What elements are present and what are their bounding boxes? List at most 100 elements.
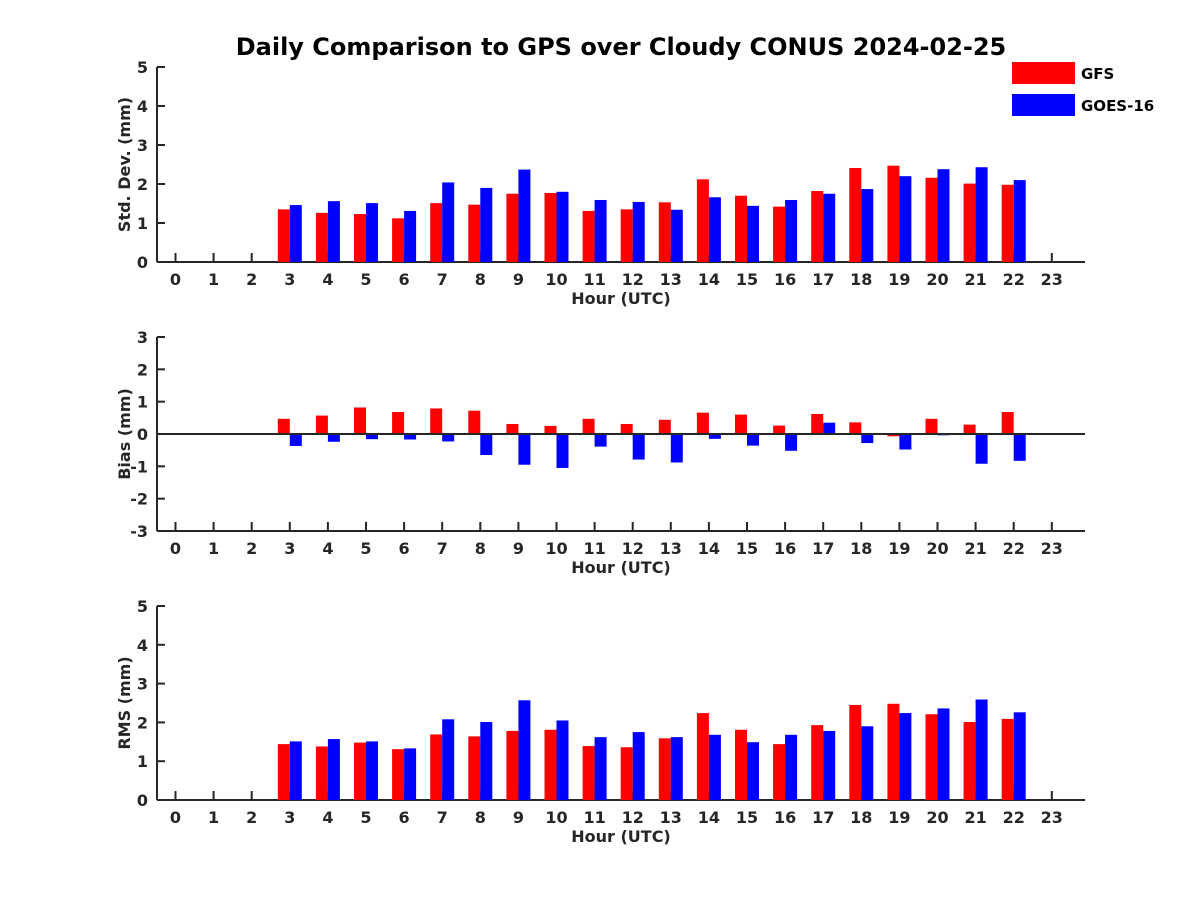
rms-x-tick-label: 1 — [208, 808, 219, 827]
rms-x-tick-label: 23 — [1041, 808, 1063, 827]
legend-swatch-goes16 — [1012, 94, 1075, 116]
rms-x-tick-label: 12 — [622, 808, 644, 827]
bias-bar-gfs — [620, 423, 633, 434]
bias-y-tick-label: 2 — [137, 360, 148, 379]
bias-bar-gfs — [658, 419, 671, 434]
stddev-bar-gfs — [925, 177, 938, 262]
bias-y-tick-label: -1 — [130, 457, 148, 476]
stddev-bar-goes16 — [785, 199, 798, 262]
rms-x-tick-label: 16 — [774, 808, 796, 827]
rms-x-tick-label: 22 — [1003, 808, 1025, 827]
bias-x-tick-label: 22 — [1003, 539, 1025, 558]
rms-bar-goes16 — [518, 700, 531, 800]
bias-bar-goes16 — [975, 434, 988, 464]
stddev-x-tick-label: 1 — [208, 270, 219, 289]
bias-x-tick-label: 19 — [888, 539, 910, 558]
stddev-bar-goes16 — [899, 176, 912, 262]
stddev-x-tick-label: 20 — [926, 270, 948, 289]
rms-bar-gfs — [811, 725, 824, 800]
rms-bar-gfs — [544, 729, 557, 800]
stddev-bar-goes16 — [1013, 180, 1026, 262]
stddev-bar-gfs — [544, 192, 557, 262]
bias-x-tick-label: 13 — [660, 539, 682, 558]
rms-bar-gfs — [582, 746, 595, 800]
bias-y-axis-label: Bias (mm) — [115, 388, 134, 480]
bias-bar-gfs — [468, 410, 481, 434]
stddev-x-tick-label: 18 — [850, 270, 872, 289]
bias-bar-goes16 — [442, 434, 455, 442]
stddev-x-tick-label: 2 — [246, 270, 257, 289]
stddev-bar-goes16 — [518, 169, 531, 262]
stddev-bar-goes16 — [632, 201, 645, 262]
stddev-bar-gfs — [658, 202, 671, 262]
stddev-bar-gfs — [430, 203, 443, 262]
stddev-bar-goes16 — [442, 182, 455, 262]
rms-y-tick-label: 3 — [137, 675, 148, 694]
rms-bar-goes16 — [937, 708, 950, 800]
rms-bar-goes16 — [747, 742, 759, 800]
bias-x-tick-label: 0 — [170, 539, 181, 558]
bias-bar-gfs — [354, 407, 366, 434]
bias-bar-goes16 — [861, 434, 874, 444]
bias-bar-goes16 — [747, 434, 759, 446]
bias-x-tick-label: 9 — [513, 539, 524, 558]
stddev-bar-goes16 — [556, 191, 569, 262]
bias-bar-goes16 — [289, 434, 302, 446]
rms-y-axis-label: RMS (mm) — [115, 656, 134, 749]
stddev-x-tick-label: 21 — [964, 270, 986, 289]
bias-x-tick-label: 8 — [475, 539, 486, 558]
stddev-bar-gfs — [468, 204, 481, 262]
bias-bar-goes16 — [327, 434, 340, 442]
stddev-bar-gfs — [887, 165, 900, 262]
rms-bar-gfs — [277, 744, 290, 800]
stddev-bar-gfs — [354, 214, 366, 262]
stddev-x-tick-label: 9 — [513, 270, 524, 289]
bias-bar-gfs — [506, 423, 519, 434]
stddev-bar-gfs — [1001, 184, 1014, 262]
rms-bar-goes16 — [556, 720, 569, 800]
rms-x-tick-label: 3 — [284, 808, 295, 827]
stddev-bar-goes16 — [289, 205, 302, 262]
bias-y-tick-label: -2 — [130, 490, 148, 509]
bias-y-tick-label: -3 — [130, 522, 148, 541]
stddev-bar-gfs — [620, 209, 633, 262]
bias-bar-gfs — [773, 425, 786, 434]
stddev-bar-gfs — [506, 193, 519, 262]
stddev-x-tick-label: 14 — [698, 270, 720, 289]
stddev-x-tick-label: 13 — [660, 270, 682, 289]
chart-title: Daily Comparison to GPS over Cloudy CONU… — [236, 33, 1007, 61]
rms-x-tick-label: 15 — [736, 808, 758, 827]
rms-x-tick-label: 13 — [660, 808, 682, 827]
stddev-bar-goes16 — [327, 201, 340, 262]
legend: GFS GOES-16 — [1012, 62, 1154, 116]
stddev-bar-gfs — [277, 209, 290, 262]
bias-x-tick-label: 6 — [399, 539, 410, 558]
rms-bar-gfs — [392, 749, 405, 800]
stddev-bar-goes16 — [480, 187, 493, 262]
rms-y-tick-label: 0 — [137, 791, 148, 810]
rms-bar-gfs — [315, 746, 328, 800]
bias-bar-gfs — [963, 424, 976, 434]
bias-bar-gfs — [277, 418, 290, 434]
bias-bar-gfs — [811, 413, 824, 434]
rms-bar-gfs — [354, 742, 366, 800]
stddev-x-tick-label: 7 — [437, 270, 448, 289]
bias-x-tick-label: 20 — [926, 539, 948, 558]
stddev-x-tick-label: 10 — [545, 270, 567, 289]
stddev-x-tick-label: 8 — [475, 270, 486, 289]
rms-bar-gfs — [468, 736, 481, 800]
rms-x-tick-label: 21 — [964, 808, 986, 827]
rms-bar-goes16 — [289, 741, 302, 800]
stddev-x-tick-label: 4 — [322, 270, 333, 289]
bias-x-tick-label: 4 — [322, 539, 333, 558]
bias-bar-gfs — [582, 418, 595, 434]
rms-x-tick-label: 0 — [170, 808, 181, 827]
bias-bar-gfs — [735, 414, 747, 434]
rms-bar-goes16 — [594, 737, 607, 800]
stddev-x-tick-label: 12 — [622, 270, 644, 289]
stddev-y-tick-label: 0 — [137, 253, 148, 272]
bias-bar-goes16 — [785, 434, 798, 451]
rms-bar-goes16 — [442, 719, 455, 800]
rms-bar-gfs — [735, 729, 747, 800]
